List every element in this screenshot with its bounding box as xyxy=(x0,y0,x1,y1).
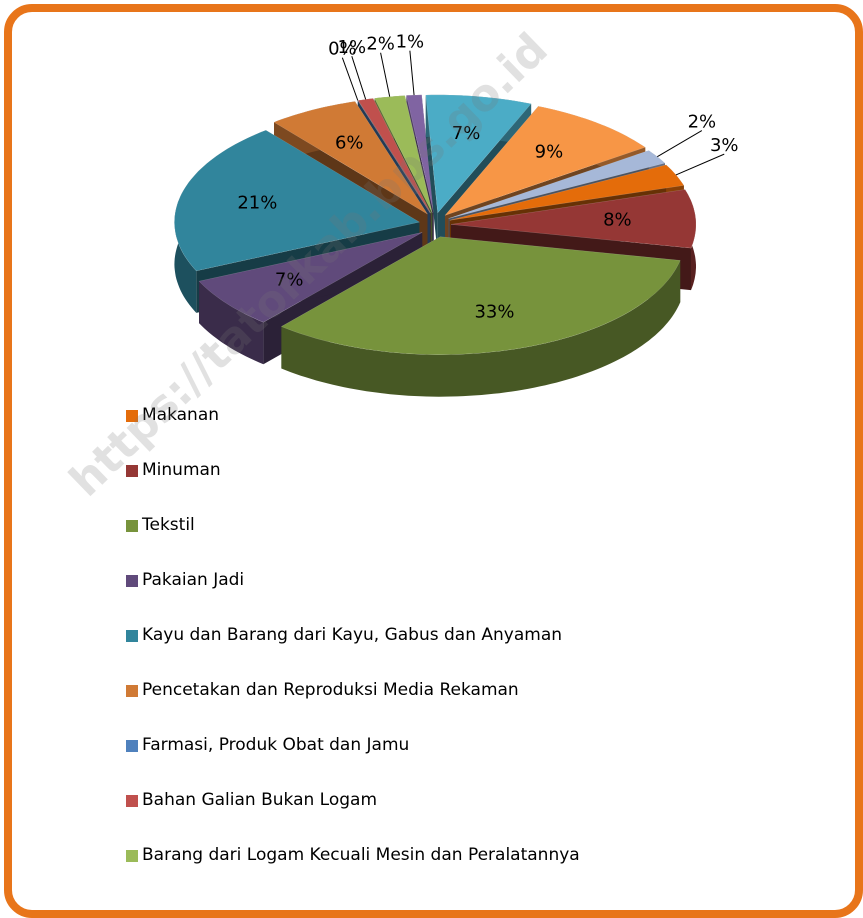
data-label: 0% xyxy=(328,39,357,60)
data-label: 3% xyxy=(710,135,739,156)
legend-item: Farmasi, Produk Obat dan Jamu xyxy=(122,732,642,787)
legend-item: Makanan xyxy=(122,402,642,457)
legend-item: Pakaian Jadi xyxy=(122,567,642,622)
data-label: 21% xyxy=(237,193,277,214)
leader-line xyxy=(409,50,415,96)
legend-label: Pencetakan dan Reproduksi Media Rekaman xyxy=(142,680,519,700)
legend-label: Minuman xyxy=(142,460,221,480)
legend-item: Kayu dan Barang dari Kayu, Gabus dan Any… xyxy=(122,622,642,677)
slice-side xyxy=(281,260,681,397)
leader-line xyxy=(657,130,703,158)
data-label: 6% xyxy=(335,132,364,153)
slice xyxy=(450,189,697,249)
legend-label: Farmasi, Produk Obat dan Jamu xyxy=(142,735,410,755)
slice xyxy=(174,129,421,272)
leader-line xyxy=(380,52,391,97)
legend: Makanan Minuman Tekstil Pakaian Jadi Kayu da… xyxy=(122,402,642,897)
legend-swatch xyxy=(126,520,138,532)
slice xyxy=(444,106,646,216)
data-label: 7% xyxy=(275,270,304,291)
data-label: 33% xyxy=(474,302,514,323)
legend-label: Bahan Galian Bukan Logam xyxy=(142,790,378,810)
leader-line xyxy=(675,153,725,176)
legend-label: Barang dari Logam Kecuali Mesin dan Pera… xyxy=(142,845,580,865)
legend-item: Pencetakan dan Reproduksi Media Rekaman xyxy=(122,677,642,732)
legend-swatch xyxy=(126,740,138,752)
slice xyxy=(406,94,434,213)
legend-swatch xyxy=(126,630,138,642)
data-label: 2% xyxy=(366,34,395,55)
legend-swatch xyxy=(126,465,138,477)
legend-swatch xyxy=(126,850,138,862)
data-label: 9% xyxy=(535,142,564,163)
legend-item: Bahan Galian Bukan Logam xyxy=(122,787,642,842)
slice-side xyxy=(199,281,264,365)
legend-swatch xyxy=(126,575,138,587)
legend-item: Minuman xyxy=(122,457,642,512)
legend-item: Barang dari Logam Kecuali Mesin dan Pera… xyxy=(122,842,642,897)
legend-item: Tekstil xyxy=(122,512,642,567)
data-label: 1% xyxy=(396,32,425,53)
legend-swatch xyxy=(126,685,138,697)
slice xyxy=(374,95,433,214)
legend-swatch xyxy=(126,410,138,422)
legend-label: Kayu dan Barang dari Kayu, Gabus dan Any… xyxy=(142,625,563,645)
slice xyxy=(280,236,681,355)
slice xyxy=(425,94,532,214)
data-label: 2% xyxy=(688,112,717,133)
leader-line xyxy=(341,57,359,101)
slice xyxy=(273,101,428,215)
slice xyxy=(357,98,432,214)
slice xyxy=(198,232,423,323)
legend-label: Tekstil xyxy=(142,515,195,535)
data-label: 8% xyxy=(603,209,632,230)
legend-label: Makanan xyxy=(142,405,220,425)
data-label: 1% xyxy=(338,37,367,58)
leader-line xyxy=(351,56,367,100)
legend-swatch xyxy=(126,795,138,807)
data-label: 7% xyxy=(452,123,481,144)
legend-label: Pakaian Jadi xyxy=(142,570,245,590)
